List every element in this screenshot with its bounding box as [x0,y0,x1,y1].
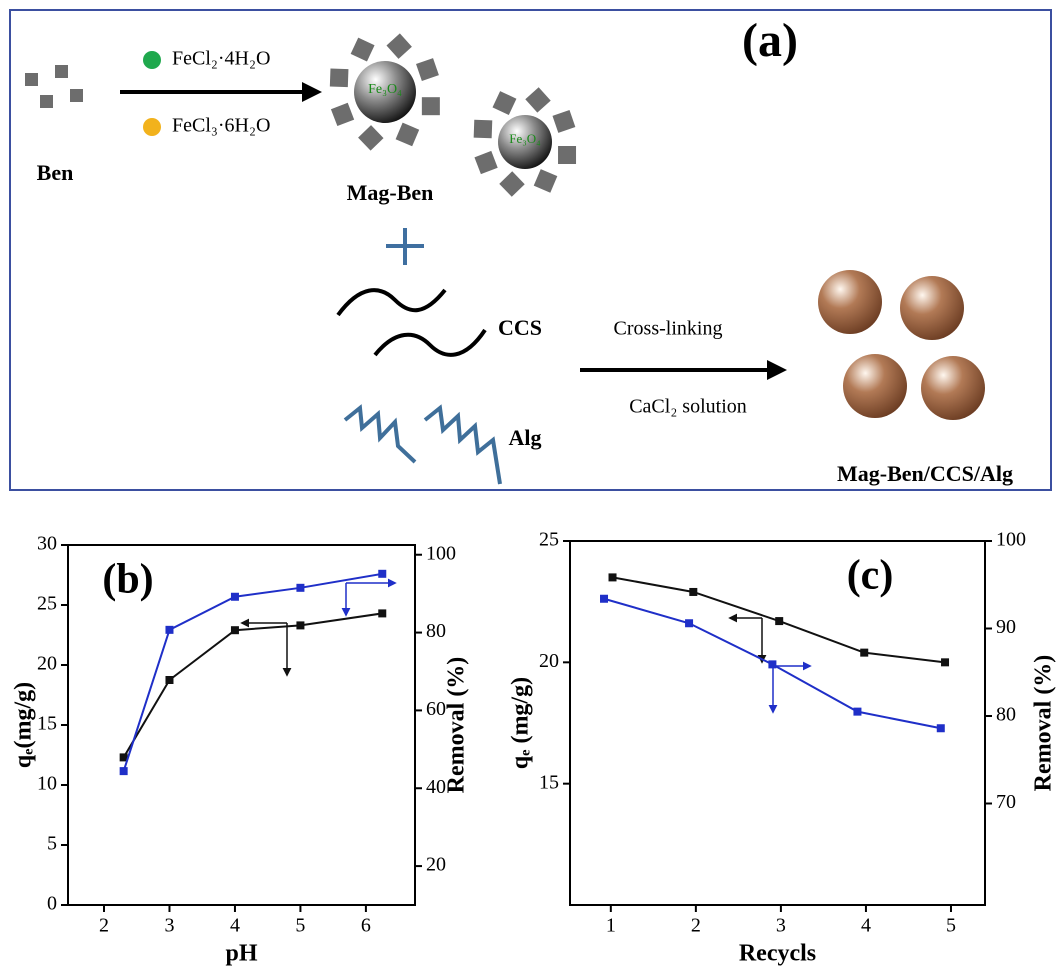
x-axis-label: pH [225,941,257,967]
y-tick-label: 20 [539,650,559,672]
clay-square [474,151,497,174]
clay-square [331,103,354,126]
y-tick-label: 25 [37,593,57,615]
marker [600,595,608,603]
y2-axis-label: Removal (%) [1031,655,1057,792]
x-tick-label: 3 [164,915,174,937]
x-tick-label: 3 [776,915,786,937]
beads [818,270,985,420]
chain [425,408,500,484]
y2-axis-label: Removal (%) [444,657,470,794]
scheme: (a) Ben FeCl₂·4H₂O FeCl₃·6H₂O Fe₃O₄ Fe₃O… [10,10,1051,490]
clay-square [396,123,420,147]
bentonite [25,65,83,108]
x-axis-label: Recycls [739,941,816,967]
x-tick-label: 6 [361,915,371,937]
clay-square [416,58,439,81]
marker [165,626,173,634]
clay-square [534,169,558,193]
x-tick-label: 4 [861,915,871,937]
clay-square [552,110,575,133]
chain [345,408,415,462]
y-tick-label: 30 [37,533,57,555]
label: CCS [498,315,542,340]
marker [768,660,776,668]
x-tick-label: 5 [946,915,956,937]
y-tick-label: 10 [37,773,57,795]
label: Fe₃O₄ [509,131,541,146]
y2-tick-label: 80 [426,620,446,642]
label: Mag-Ben/CCS/Alg [837,461,1013,486]
chain [338,290,445,315]
marker [941,658,949,666]
clay-square [493,91,517,115]
label: Fe₃O₄ [368,82,402,97]
marker [231,626,239,634]
clay-square [358,125,383,150]
marker [378,609,386,617]
dot [143,118,161,136]
marker [689,588,697,596]
marker [685,619,693,627]
y-tick-label: 25 [539,529,559,551]
y-tick-label: 15 [539,771,559,793]
label: Mag-Ben [347,180,434,205]
y-tick-label: 5 [47,833,57,855]
y2-tick-label: 20 [426,854,446,876]
label: CaCl₂ solution [629,396,747,418]
marker [296,584,304,592]
x-tick-label: 5 [295,915,305,937]
clay-square [330,69,349,88]
y2-tick-label: 70 [996,791,1016,813]
clay-square [422,97,440,115]
label: FeCl₂·4H₂O [172,48,270,70]
marker [231,593,239,601]
label: FeCl₃·6H₂O [172,115,270,137]
y2-tick-label: 100 [426,542,456,564]
y-axis-label: qₑ(mg/g) [11,682,37,768]
marker [609,573,617,581]
x-tick-label: 2 [691,915,701,937]
panel-label: (b) [102,557,153,603]
marker [860,649,868,657]
x-tick-label: 2 [99,915,109,937]
plot-frame [570,541,985,905]
marker [120,767,128,775]
series-line [124,574,383,771]
panel-label: (a) [742,14,798,67]
clay-square [386,33,411,58]
clay-square [474,120,493,139]
marker [378,570,386,578]
clay-square [525,87,550,112]
x-tick-label: 4 [230,915,240,937]
chain [375,330,485,355]
marker [853,708,861,716]
scheme-border [10,10,1051,490]
marker [165,676,173,684]
marker [937,724,945,732]
y-tick-label: 20 [37,653,57,675]
panel-label: (c) [847,553,894,599]
y2-tick-label: 100 [996,529,1026,551]
clay-square [558,146,576,164]
y-tick-label: 15 [37,713,57,735]
dot [143,51,161,69]
figure: (a) Ben FeCl₂·4H₂O FeCl₃·6H₂O Fe₃O₄ Fe₃O… [0,0,1063,971]
marker [775,617,783,625]
label: Ben [37,160,74,185]
series-line [124,613,383,757]
clay-square [351,38,375,62]
y-tick-label: 0 [47,893,57,915]
y-axis-label: qₑ (mg/g) [508,677,534,769]
label: Alg [509,425,542,450]
marker [296,621,304,629]
clay-square [499,171,524,196]
y2-tick-label: 80 [996,704,1016,726]
x-tick-label: 1 [606,915,616,937]
plus [386,228,424,265]
y2-tick-label: 90 [996,616,1016,638]
label: Cross-linking [614,318,723,340]
